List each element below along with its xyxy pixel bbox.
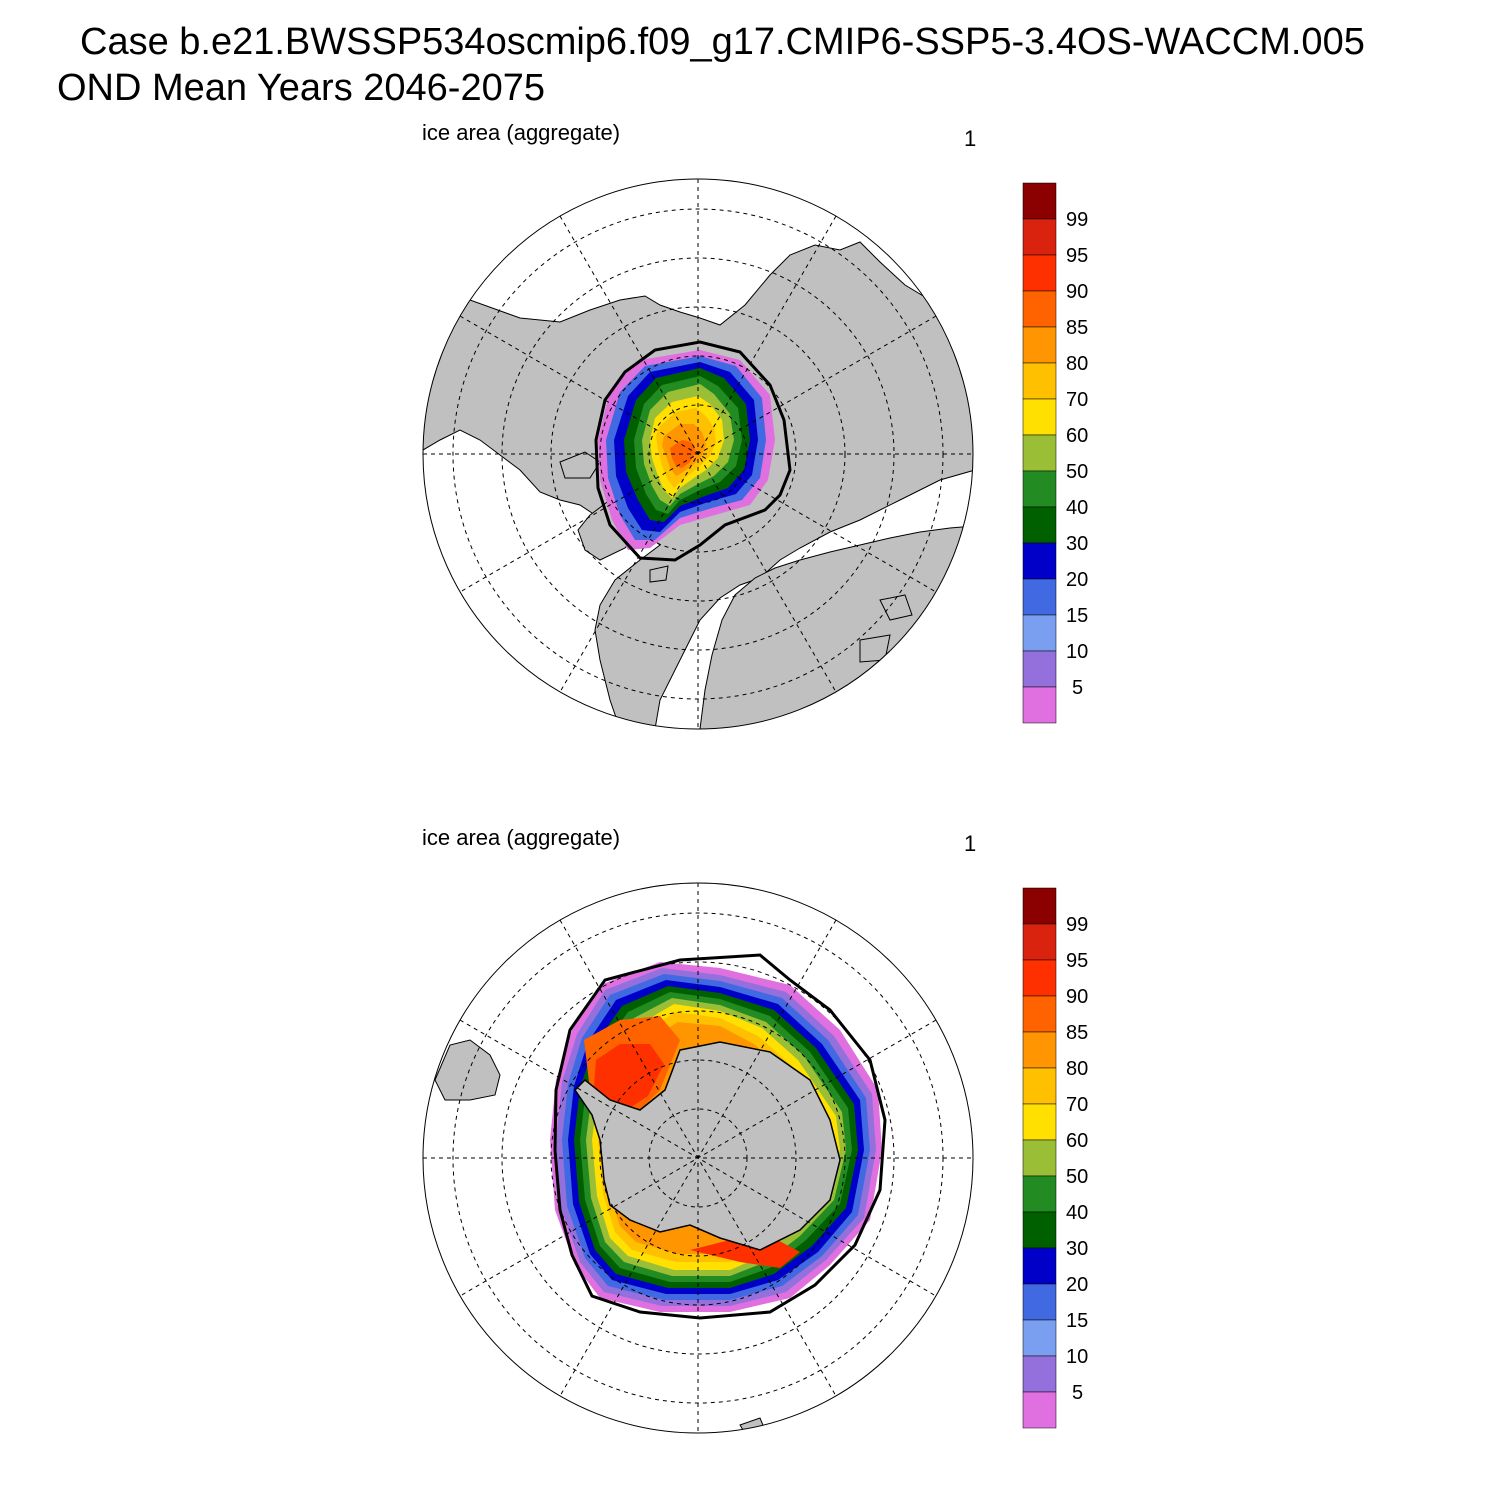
south-colorbar-label: 5 <box>1072 1382 1083 1404</box>
north-colorbar-label: 80 <box>1066 353 1088 375</box>
north-colorbar-label: 10 <box>1066 641 1088 663</box>
figure-title-period: OND Mean Years 2046-2075 <box>57 67 545 109</box>
north-polar-map <box>422 178 974 730</box>
south-colorbar-label: 70 <box>1066 1094 1088 1116</box>
south-graticule <box>423 883 973 1433</box>
north-colorbar-label: 60 <box>1066 425 1088 447</box>
south-colorbar-swatch <box>1022 1247 1057 1285</box>
south-colorbar-label: 50 <box>1066 1166 1088 1188</box>
south-colorbar-swatch <box>1022 887 1057 925</box>
north-colorbar-label: 5 <box>1072 677 1083 699</box>
south-colorbar-label: 20 <box>1066 1274 1088 1296</box>
north-colorbar-label: 95 <box>1066 245 1088 267</box>
south-colorbar-label: 30 <box>1066 1238 1088 1260</box>
north-sea-ice <box>598 350 775 550</box>
south-colorbar-label: 85 <box>1066 1022 1088 1044</box>
north-colorbar-label: 30 <box>1066 533 1088 555</box>
south-colorbar-swatch <box>1022 1103 1057 1141</box>
north-colorbar-swatch <box>1022 182 1057 220</box>
south-colorbar-label: 99 <box>1066 914 1088 936</box>
south-colorbar: 99 95 90 85 80 70 60 50 40 30 20 15 10 5 <box>1022 887 1088 1429</box>
north-colorbar-label: 85 <box>1066 317 1088 339</box>
south-polar-map <box>422 882 974 1434</box>
antarctica-land <box>574 1041 841 1251</box>
north-panel-number: 1 <box>964 126 977 151</box>
north-colorbar-label: 70 <box>1066 389 1088 411</box>
north-colorbar-swatch <box>1022 470 1057 508</box>
south-ice-edge-contour <box>553 953 887 1320</box>
north-colorbar-swatch <box>1022 290 1057 328</box>
north-colorbar-label: 40 <box>1066 497 1088 519</box>
south-colorbar-swatch <box>1022 1355 1057 1393</box>
south-america-land <box>434 1039 501 1101</box>
north-colorbar-swatch <box>1022 614 1057 652</box>
north-colorbar-label: 20 <box>1066 569 1088 591</box>
south-colorbar-label: 10 <box>1066 1346 1088 1368</box>
south-panel-title: ice area (aggregate) <box>422 825 621 850</box>
north-colorbar-swatch <box>1022 398 1057 436</box>
north-colorbar-label: 90 <box>1066 281 1088 303</box>
north-graticule <box>423 179 973 729</box>
north-colorbar-swatch <box>1022 434 1057 472</box>
south-colorbar-label: 90 <box>1066 986 1088 1008</box>
north-ice-edge-contour <box>594 340 792 562</box>
north-colorbar-swatch <box>1022 542 1057 580</box>
south-colorbar-label: 95 <box>1066 950 1088 972</box>
north-colorbar-swatch <box>1022 686 1057 724</box>
south-colorbar-label: 40 <box>1066 1202 1088 1224</box>
south-colorbar-swatch <box>1022 1319 1057 1357</box>
north-colorbar-swatch <box>1022 218 1057 256</box>
south-colorbar-label: 15 <box>1066 1310 1088 1332</box>
south-colorbar-swatch <box>1022 923 1057 961</box>
figure-title-case: Case b.e21.BWSSP534oscmip6.f09_g17.CMIP6… <box>80 21 1365 63</box>
north-colorbar-swatch <box>1022 362 1057 400</box>
south-colorbar-swatch <box>1022 1139 1057 1177</box>
north-colorbar-label: 99 <box>1066 209 1088 231</box>
south-colorbar-swatch <box>1022 1067 1057 1105</box>
north-colorbar: 99 95 90 85 80 70 60 50 40 30 20 15 10 5 <box>1022 182 1088 724</box>
south-panel-number: 1 <box>964 831 977 856</box>
south-colorbar-swatch <box>1022 1283 1057 1321</box>
north-colorbar-label: 50 <box>1066 461 1088 483</box>
north-colorbar-swatch <box>1022 578 1057 616</box>
south-colorbar-label: 80 <box>1066 1058 1088 1080</box>
north-colorbar-label: 15 <box>1066 605 1088 627</box>
north-colorbar-swatch <box>1022 506 1057 544</box>
north-panel-title: ice area (aggregate) <box>422 120 621 145</box>
south-colorbar-swatch <box>1022 1211 1057 1249</box>
south-colorbar-swatch <box>1022 995 1057 1033</box>
north-colorbar-swatch <box>1022 254 1057 292</box>
south-colorbar-swatch <box>1022 959 1057 997</box>
south-colorbar-swatch <box>1022 1175 1057 1213</box>
south-colorbar-swatch <box>1022 1391 1057 1429</box>
north-colorbar-swatch <box>1022 326 1057 364</box>
north-colorbar-swatch <box>1022 650 1057 688</box>
south-colorbar-swatch <box>1022 1031 1057 1069</box>
south-colorbar-label: 60 <box>1066 1130 1088 1152</box>
